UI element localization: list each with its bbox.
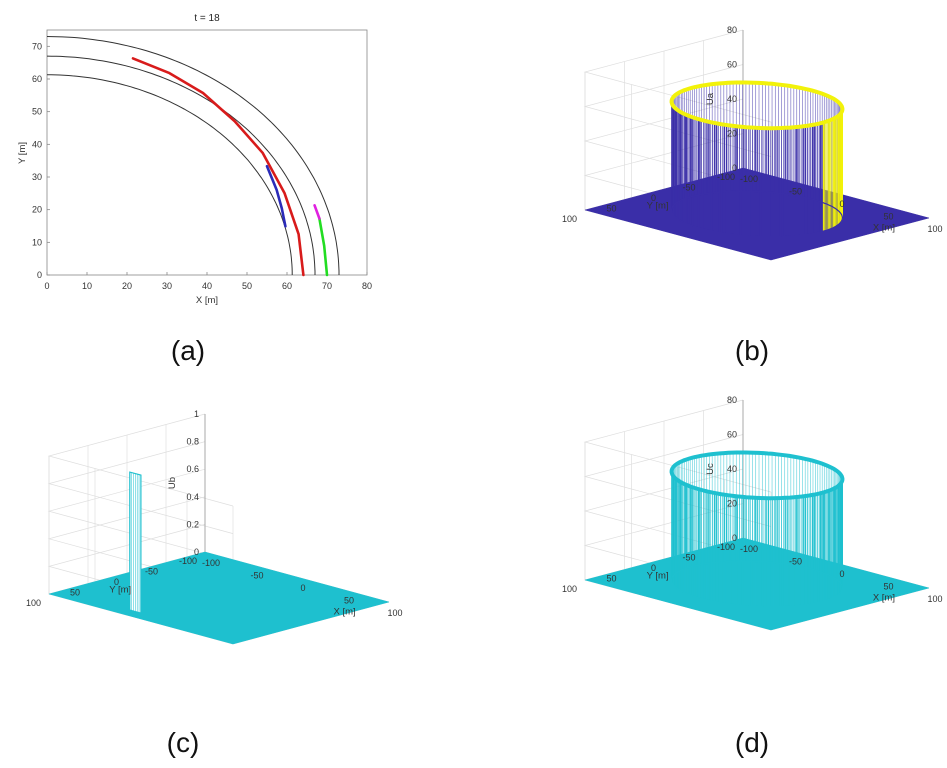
panel-a-plot-frame: [46, 29, 368, 276]
panel-a-lane-boundaries: [46, 36, 340, 275]
panel-a-y-tick-label: 10: [32, 237, 42, 247]
panel-b-x-axis-label: X [m]: [873, 223, 895, 234]
panel-d-top-rim: [669, 450, 845, 501]
panel-d-y-tick-label: -100: [717, 542, 735, 552]
panel-b-top-rim: [669, 80, 845, 131]
panel-c-y-tick-label: 0: [114, 577, 119, 587]
panel-c-y-tick-label: 100: [26, 598, 41, 608]
panel-b-z-tick-label: 60: [727, 60, 737, 70]
panel-b-x-tick-label: 50: [883, 212, 893, 222]
panel-a-y-tick-label: 0: [37, 270, 42, 280]
panel-d-x-tick-label: 100: [927, 594, 942, 604]
panel-label-b: (b): [735, 335, 769, 366]
panel-a-y-tick-label: 40: [32, 139, 42, 149]
panel-d-y-tick-label: 50: [606, 574, 616, 584]
panel-d-z-tick-label: 60: [727, 430, 737, 440]
panel-a-x-tick-label: 0: [44, 281, 49, 291]
panel-c-y-tick-label: 50: [70, 588, 80, 598]
panel-b-x-tick-label: -50: [789, 187, 802, 197]
panel-b-y-tick-label: -50: [682, 183, 695, 193]
panel-b-z-tick-label: 40: [727, 94, 737, 104]
panel-a-trajectory: [313, 204, 321, 220]
panel-c-surface-ub: 0 0.2 0.4 0.6 0.8 1 -100 -50 0 50 100 100 50 0 -50 -100…: [26, 409, 403, 645]
panel-b-y-tick-label: 0: [651, 193, 656, 203]
panel-b-y-tick-label: -100: [717, 172, 735, 182]
panel-d-z-tick-label: 80: [727, 395, 737, 405]
panel-c-z-tick-label: 0.2: [186, 519, 199, 529]
panel-a-x-tick-label: 10: [82, 281, 92, 291]
panel-a-x-tick-label: 50: [242, 281, 252, 291]
panel-label-d: (d): [735, 727, 769, 758]
panel-d-x-axis-label: X [m]: [873, 593, 895, 604]
panel-b-y-tick-label: 100: [562, 214, 577, 224]
panel-a-y-tick-label: 30: [32, 172, 42, 182]
panel-c-x-axis-label: X [m]: [334, 607, 356, 618]
panel-c-x-tick-label: -50: [250, 571, 263, 581]
panel-a-trajectory: [265, 164, 287, 228]
panel-d-y-tick-label: 0: [651, 563, 656, 573]
panel-a-lane-plot: t = 18 0 10 20 30 40 50 60 70 80010203040506070 …: [17, 13, 372, 306]
panel-c-x-tick-label: -100: [202, 558, 220, 568]
panel-a-y-axis-label: Y [m]: [17, 142, 28, 164]
panel-a-lane-boundary: [46, 55, 316, 275]
panel-c-x-tick-label: 100: [387, 608, 402, 618]
panel-a-x-tick-label: 80: [362, 281, 372, 291]
panel-a-trajectory: [318, 217, 329, 277]
panel-a-x-tick-label: 40: [202, 281, 212, 291]
panel-d-y-axis-label: Y [m]: [647, 571, 669, 582]
panel-label-c: (c): [167, 727, 200, 758]
panel-c-x-tick-label: 50: [344, 596, 354, 606]
panel-d-base-rim: [670, 560, 844, 608]
panel-a-y-tick-label: 50: [32, 107, 42, 117]
panel-b-z-tick-label: 0: [732, 163, 737, 173]
panel-c-y-tick-label: -50: [145, 567, 158, 577]
panel-a-lane-boundary: [47, 74, 293, 275]
panel-c-x-tick-label: 0: [300, 583, 305, 593]
panel-a-x-axis-label: X [m]: [196, 295, 218, 306]
panel-c-y-axis-label: Y [m]: [109, 585, 131, 596]
panel-label-a: (a): [171, 335, 205, 366]
panel-c-z-tick-label: 0.6: [186, 464, 199, 474]
panel-b-z-axis-label: Ua: [705, 92, 716, 105]
panel-c-z-axis-label: Ub: [167, 477, 178, 489]
panel-a-trajectories: [131, 57, 329, 277]
panel-d-y-tick-label: 100: [562, 584, 577, 594]
panel-a-y-tick-label: 70: [32, 41, 42, 51]
panel-a-x-tick-label: 30: [162, 281, 172, 291]
panel-d-x-tick-label: -50: [789, 557, 802, 567]
panel-a-x-tick-label: 20: [122, 281, 132, 291]
panel-c-z-tick-label: 0.4: [186, 492, 199, 502]
panel-a-trajectory: [131, 57, 305, 277]
panel-d-z-tick-label: 0: [732, 533, 737, 543]
panel-b-y-axis-label: Y [m]: [647, 201, 669, 212]
panel-c-z-tick-label: 0.8: [186, 437, 199, 447]
panel-d-x-tick-label: -100: [740, 544, 758, 554]
panel-a-x-tick-label: 70: [322, 281, 332, 291]
panel-a-x-tick-label: 60: [282, 281, 292, 291]
panel-d-surface-uc: 0 20 40 60 80 -100 -50 0 50 100 100 50 0 -50 -100 Uc X […: [562, 395, 943, 631]
panel-d-z-tick-label: 20: [727, 499, 737, 509]
panel-b-x-tick-label: 0: [839, 199, 844, 209]
panel-d-y-tick-label: -50: [682, 553, 695, 563]
panel-a-y-tick-label: 20: [32, 205, 42, 215]
panel-b-z-tick-label: 20: [727, 129, 737, 139]
panel-b-y-tick-label: 50: [606, 204, 616, 214]
panel-a-lane-boundary: [46, 36, 340, 275]
panel-d-x-tick-label: 0: [839, 569, 844, 579]
panel-d-z-axis-label: Uc: [705, 463, 716, 475]
panel-a-ticks: 0 10 20 30 40 50 60 70 80 0 10 20 30 40 50 60 70: [32, 41, 372, 291]
panel-b-x-tick-label: 100: [927, 224, 942, 234]
panel-b-surface-ua: 0 20 40 60 80 -100 -50 0 50 100 100 50 0 -50 -100 Ua X […: [562, 25, 943, 261]
panel-d-z-tick-label: 40: [727, 464, 737, 474]
panel-a-y-tick-label: 60: [32, 74, 42, 84]
panel-c-y-tick-label: -100: [179, 556, 197, 566]
panel-b-z-tick-label: 80: [727, 25, 737, 35]
panel-c-z-tick-label: 0: [194, 547, 199, 557]
panel-b-base-rim: [670, 190, 844, 238]
panel-c-z-tick-label: 1: [194, 409, 199, 419]
panel-d-x-tick-label: 50: [883, 582, 893, 592]
panel-b-x-tick-label: -100: [740, 174, 758, 184]
panel-a-title: t = 18: [194, 13, 220, 24]
